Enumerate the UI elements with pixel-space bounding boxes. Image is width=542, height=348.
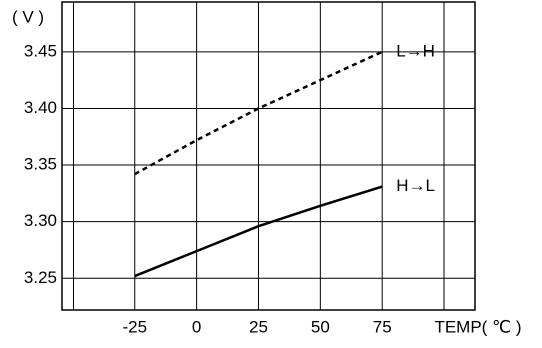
y-tick-label: 3.45	[24, 41, 57, 60]
x-tick-label: 0	[192, 317, 201, 336]
y-tick-label: 3.25	[24, 268, 57, 287]
x-tick-label: 75	[373, 317, 392, 336]
x-tick-label: 50	[311, 317, 330, 336]
y-tick-label: 3.35	[24, 155, 57, 174]
chart: ( V ) TEMP( ℃ ) 3.25 3.30 3.35 3.40 3.45 -25 0…	[0, 0, 542, 343]
x-axis-label: TEMP( ℃ )	[434, 317, 521, 336]
x-tick-label: 25	[249, 317, 268, 336]
y-axis-label: ( V )	[12, 7, 44, 26]
series-label: H→L	[396, 176, 435, 195]
y-tick-label: 3.30	[24, 211, 57, 230]
series-label: L→H	[396, 41, 435, 60]
x-tick-label: -25	[122, 317, 147, 336]
y-tick-label: 3.40	[24, 98, 57, 117]
